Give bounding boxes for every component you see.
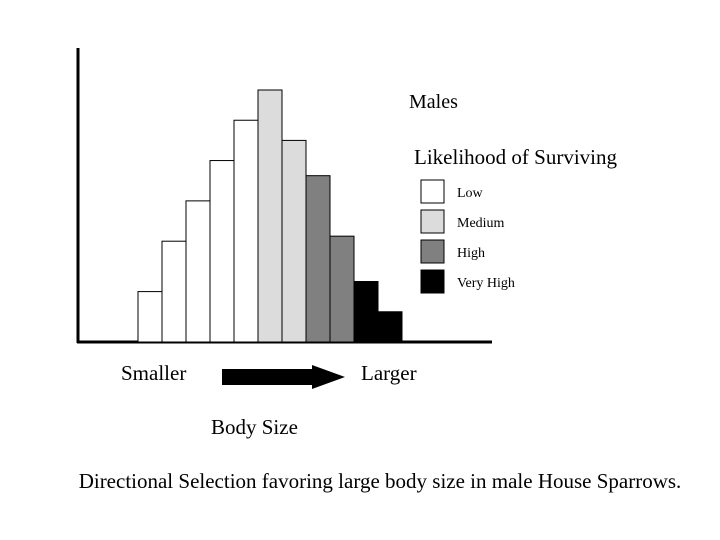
histogram-bar-8 [305, 175, 331, 343]
figure-caption: Directional Selection favoring large bod… [78, 469, 682, 493]
legend-label-low: Low [457, 186, 483, 201]
bars-group [137, 89, 403, 343]
histogram-bar-11 [377, 311, 403, 343]
legend-swatches [420, 179, 445, 294]
x-label-smaller: Smaller [121, 361, 187, 385]
chart-title: Males [409, 91, 458, 113]
histogram-bar-5 [233, 119, 259, 343]
direction-arrow [222, 365, 345, 389]
histogram-bar-7 [281, 139, 307, 343]
legend-label-high: High [457, 246, 485, 261]
legend-label-very-high: Very High [457, 276, 515, 291]
legend-swatch-very-high [420, 269, 445, 294]
legend-title: Likelihood of Surviving [414, 145, 617, 169]
x-label-larger: Larger [361, 361, 417, 385]
histogram-bar-10 [353, 281, 379, 343]
legend-swatch-high [420, 239, 445, 264]
histogram-bar-2 [161, 240, 187, 343]
legend-swatch-low [420, 179, 445, 204]
x-axis-title: Body Size [211, 415, 298, 439]
legend-swatch-medium [420, 209, 445, 234]
histogram-bar-9 [329, 235, 355, 343]
histogram-bar-6 [257, 89, 283, 343]
histogram-bar-3 [185, 200, 211, 343]
legend-label-medium: Medium [457, 216, 505, 231]
histogram-bar-4 [209, 160, 235, 343]
histogram-bar-1 [137, 291, 163, 343]
